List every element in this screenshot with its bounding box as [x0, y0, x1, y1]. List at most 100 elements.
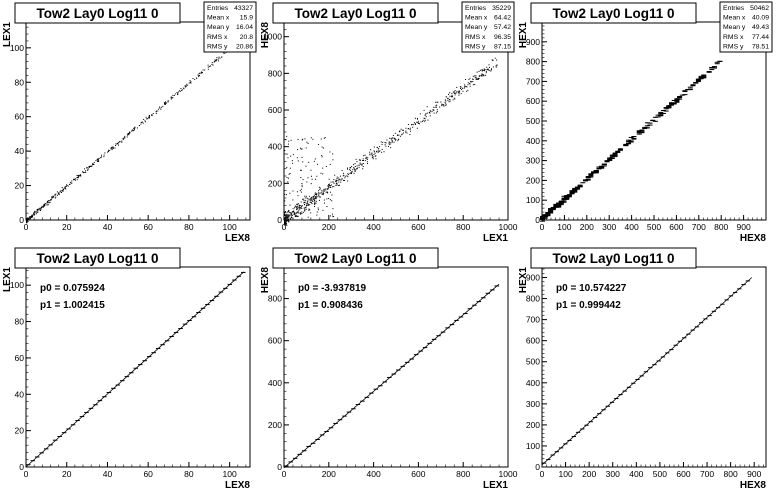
x-tick-label: 700: [700, 469, 714, 479]
data-point: [299, 190, 301, 192]
data-point: [218, 60, 220, 62]
data-point: [712, 66, 718, 68]
data-point: [553, 204, 559, 206]
data-point: [27, 218, 29, 220]
data-point: [358, 159, 360, 161]
data-point: [458, 92, 460, 94]
data-point: [289, 212, 291, 214]
data-point: [569, 190, 575, 192]
data-point: [556, 205, 562, 207]
data-point: [290, 212, 292, 214]
data-point: [165, 101, 167, 103]
data-point: [290, 217, 292, 219]
data-point: [138, 125, 140, 127]
data-point: [336, 176, 338, 178]
data-point: [296, 191, 298, 193]
data-point: [424, 118, 426, 120]
plot-frame: [283, 21, 509, 221]
y-tick-label: 0: [19, 462, 24, 472]
data-point: [436, 111, 438, 113]
data-point: [288, 210, 290, 212]
data-point: [347, 176, 349, 178]
data-point: [302, 138, 304, 140]
data-point: [319, 196, 321, 198]
data-point: [356, 168, 358, 170]
data-point: [284, 211, 286, 213]
data-point: [407, 124, 409, 126]
data-point: [409, 130, 411, 132]
data-point: [40, 206, 42, 208]
data-point: [174, 93, 176, 95]
data-point: [331, 194, 333, 196]
data-point: [31, 216, 33, 218]
data-point: [303, 201, 305, 203]
data-point: [631, 136, 637, 138]
data-point: [310, 196, 312, 198]
data-point: [300, 147, 302, 149]
data-point: [100, 156, 102, 158]
data-point: [479, 69, 481, 71]
data-point: [607, 160, 613, 162]
data-point: [82, 170, 84, 172]
data-point: [62, 190, 64, 192]
data-point: [449, 92, 451, 94]
data-point: [425, 116, 427, 118]
data-point: [486, 66, 488, 68]
data-point: [566, 195, 572, 197]
data-point: [326, 191, 328, 193]
data-point: [332, 181, 334, 183]
series-points: [26, 42, 239, 224]
data-point: [313, 198, 315, 200]
data-point: [416, 121, 418, 123]
data-point: [332, 159, 334, 161]
data-point: [37, 208, 39, 210]
data-point: [198, 72, 200, 74]
data-point: [56, 194, 58, 196]
data-point: [179, 90, 181, 92]
data-point: [297, 203, 299, 205]
data-point: [32, 214, 34, 216]
data-point: [308, 161, 310, 163]
data-point: [384, 144, 386, 146]
data-point: [403, 129, 405, 131]
fit-line: [25, 271, 245, 468]
x-tick-label: 200: [580, 222, 594, 232]
data-point: [287, 216, 289, 218]
data-point: [456, 86, 458, 88]
data-point: [669, 104, 675, 106]
data-point: [540, 218, 545, 220]
data-point: [330, 181, 332, 183]
data-point: [588, 173, 594, 175]
data-point: [356, 167, 358, 169]
data-point: [336, 180, 338, 182]
data-point: [306, 141, 308, 143]
data-point: [426, 106, 428, 108]
data-point: [189, 80, 191, 82]
x-tick-label: 200: [582, 469, 596, 479]
data-point: [304, 204, 306, 206]
data-point: [561, 195, 567, 197]
pad-2: 0 200 400 600 800 100002004006008001000LEX1HE…: [260, 1, 518, 244]
data-point: [27, 219, 29, 221]
stats-label: Entries: [207, 5, 229, 12]
x-tick-label: 300: [602, 222, 616, 232]
data-point: [399, 130, 401, 132]
data-point: [305, 207, 307, 209]
data-point: [335, 181, 337, 183]
data-point: [338, 179, 340, 181]
data-point: [314, 201, 316, 203]
data-point: [639, 132, 645, 134]
fit-parameter: p1 = 0.999442: [556, 300, 621, 311]
data-point: [317, 196, 319, 198]
data-point: [54, 194, 56, 196]
data-point: [393, 141, 395, 143]
data-point: [607, 157, 613, 159]
y-tick-label: 600: [526, 96, 540, 106]
data-point: [403, 132, 405, 134]
data-point: [553, 206, 559, 208]
data-point: [46, 204, 48, 206]
data-point: [344, 179, 346, 181]
data-point: [292, 154, 294, 156]
data-point: [101, 154, 103, 156]
